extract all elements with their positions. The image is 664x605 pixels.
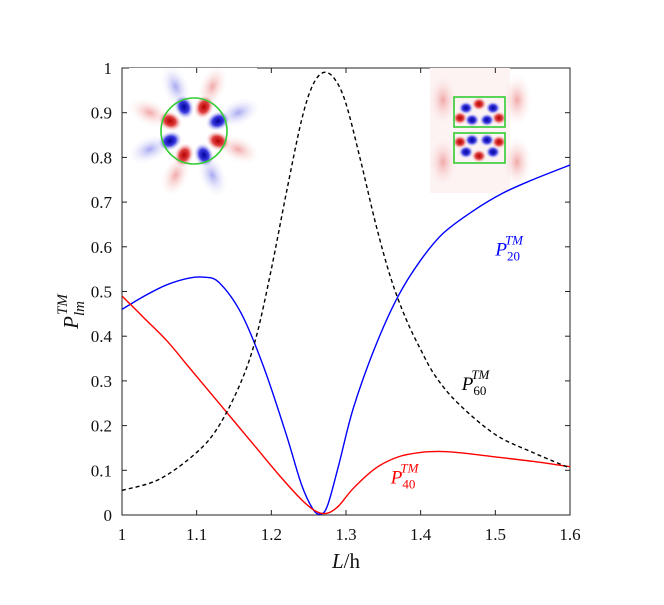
x-tick-label: 1.6 [559, 525, 580, 544]
inset-right-boundary-bottom [453, 132, 506, 164]
inset-right-boundary-top [453, 96, 506, 128]
series-line-60 [122, 71, 570, 492]
y-axis-title: PlmTM [55, 293, 88, 330]
y-tick-label: 0.8 [91, 148, 112, 167]
y-tick-label: 0.4 [91, 327, 113, 346]
y-tick-label: 0.7 [91, 193, 113, 212]
y-tick-label: 0.1 [91, 461, 112, 480]
y-tick-label: 0.2 [91, 417, 112, 436]
x-tick-label: 1.1 [186, 525, 207, 544]
x-tick-label: 1.3 [335, 525, 356, 544]
x-tick-label: 1.4 [410, 525, 432, 544]
x-tick-label: 1.2 [261, 525, 282, 544]
series-line-40 [122, 295, 570, 515]
series-label-20: P20TM [494, 233, 524, 264]
inset-left-boundary-circle [160, 97, 228, 165]
y-tick-label: 0.5 [91, 283, 112, 302]
y-tick-label: 0 [104, 506, 113, 525]
y-tick-label: 1 [104, 59, 113, 78]
y-tick-label: 0.6 [91, 238, 112, 257]
y-tick-label: 0.3 [91, 372, 112, 391]
x-axis-title: L/h [331, 549, 361, 573]
inset-left-mode-pattern [126, 68, 262, 199]
x-tick-label: 1 [118, 525, 127, 544]
series-line-20 [122, 164, 570, 515]
inset-right-mode-pattern [427, 68, 533, 193]
series-label-40: P40TM [390, 461, 420, 492]
y-tick-label: 0.9 [91, 104, 112, 123]
series-label-60: P60TM [461, 367, 491, 398]
x-tick-label: 1.5 [485, 525, 506, 544]
